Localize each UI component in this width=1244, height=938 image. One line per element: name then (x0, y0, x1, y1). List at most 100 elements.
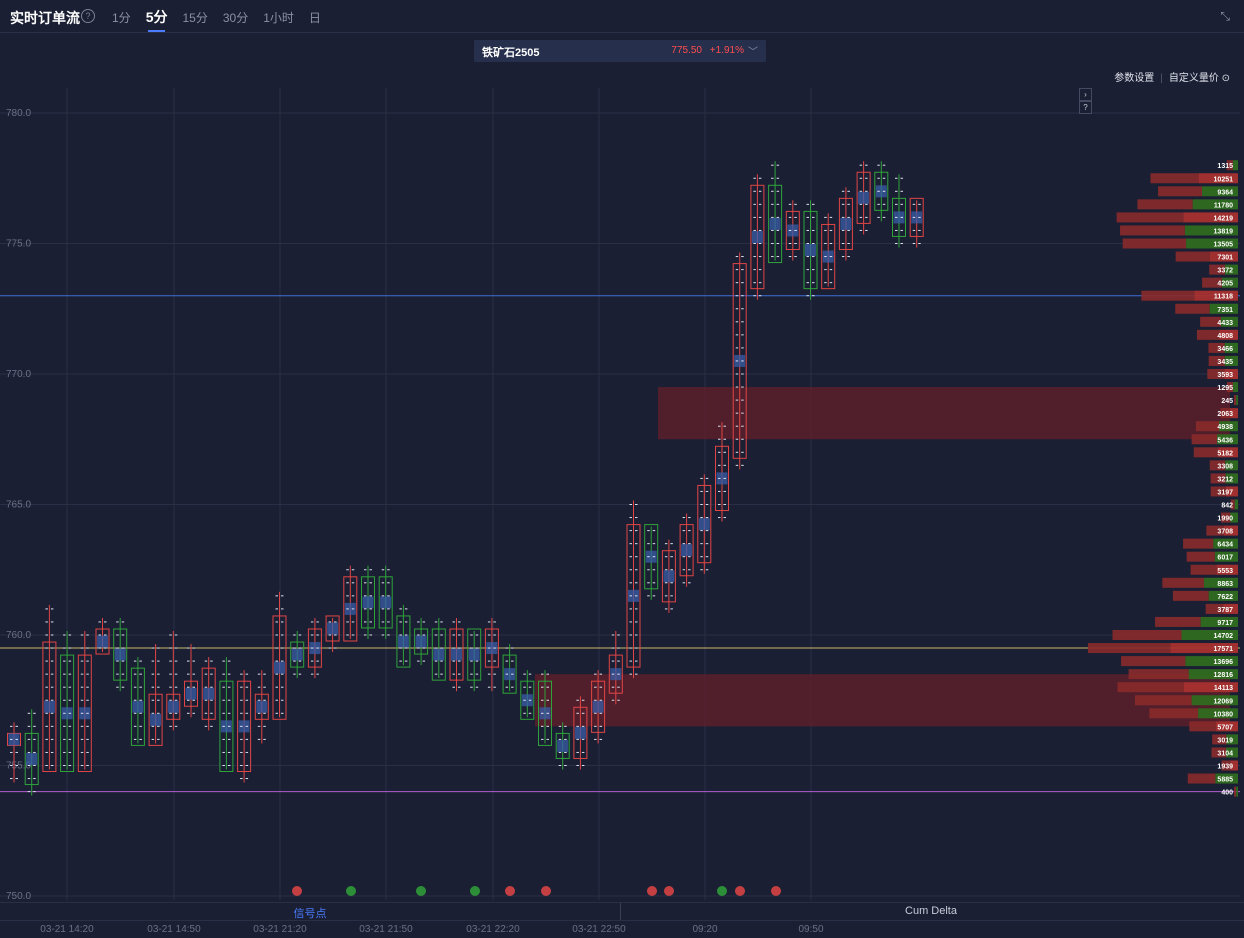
tab-day[interactable]: 日 (308, 11, 321, 25)
collapse-icon[interactable]: ⤡ (1220, 9, 1230, 23)
volume-label: 3466 (1217, 346, 1233, 353)
volume-bar-buy (1223, 525, 1238, 536)
candle-body (290, 641, 305, 668)
symbol-change: +1.91% (709, 45, 744, 56)
candle (272, 591, 287, 720)
volume-bar-sell (1196, 329, 1220, 340)
candle-body (307, 628, 322, 668)
volume-bar-buy (1225, 264, 1238, 275)
volume-label: 5553 (1217, 568, 1233, 575)
volume-bar-buy (1186, 238, 1238, 249)
tab-5min[interactable]: 5分 (145, 9, 168, 32)
volume-bar-sell (1209, 264, 1226, 275)
candle-body (838, 197, 853, 251)
volume-label: 13696 (1214, 659, 1234, 666)
volume-label: 4808 (1217, 333, 1233, 340)
candle (909, 197, 924, 248)
candle-poc (769, 217, 781, 230)
candle-poc (911, 211, 923, 224)
volume-label: 3212 (1217, 476, 1233, 483)
candle-poc (645, 550, 657, 563)
volume-bar-sell (1117, 682, 1184, 693)
chart-help-icon[interactable]: ? (1079, 101, 1092, 114)
candle-body (396, 615, 411, 668)
volume-label: 5707 (1217, 724, 1233, 731)
candle-poc (858, 191, 870, 204)
volume-label: 4205 (1217, 281, 1233, 288)
x-tick-label: 03-21 14:50 (147, 924, 201, 935)
candle (874, 161, 889, 222)
candle (661, 539, 676, 613)
volume-bar-sell (1206, 525, 1224, 536)
candle-poc (291, 648, 303, 661)
candle-poc (114, 648, 126, 661)
volume-bar-buy (1226, 747, 1238, 758)
volume-bar-buy (1185, 656, 1238, 667)
candle-poc (734, 354, 746, 367)
candle (502, 644, 517, 694)
volume-bar-buy (1183, 212, 1238, 223)
page-title: 实时订单流 (10, 10, 80, 26)
volume-bar-buy (1233, 382, 1238, 393)
candle-poc (486, 642, 498, 655)
candle-body (361, 576, 375, 629)
volume-label: 14702 (1214, 633, 1234, 640)
candle-body (467, 628, 482, 681)
volume-bar-sell (1141, 290, 1195, 301)
candle-body (874, 171, 889, 211)
candle-body (768, 184, 783, 264)
settings-gear-icon[interactable]: ⊙ (1221, 73, 1230, 84)
candle-body (484, 628, 499, 668)
candle (608, 631, 623, 705)
x-tick-label: 03-21 22:50 (572, 924, 626, 935)
help-icon[interactable]: ? (81, 9, 95, 23)
volume-bar-buy (1225, 473, 1238, 484)
volume-label: 14219 (1214, 215, 1234, 222)
x-tick-label: 03-21 21:20 (253, 924, 307, 935)
candle-body (60, 654, 75, 772)
candle (715, 422, 729, 522)
volume-bar-buy (1230, 512, 1238, 523)
symbol-selector[interactable]: 铁矿石2505 775.50 +1.91% ﹀ (474, 40, 766, 62)
candle-poc (716, 472, 728, 485)
candle (467, 628, 482, 692)
tab-signal-points[interactable]: 信号点 (293, 908, 327, 920)
tab-30min[interactable]: 30分 (222, 11, 249, 25)
volume-label: 3593 (1217, 372, 1233, 379)
candle-body (555, 732, 570, 759)
tab-15min[interactable]: 15分 (182, 11, 208, 25)
symbol-name: 铁矿石2505 (482, 47, 540, 59)
expand-panel-icon[interactable]: › (1079, 88, 1092, 101)
volume-bar-buy (1224, 369, 1238, 379)
volume-bar-buy (1214, 551, 1238, 562)
params-settings-link[interactable]: 参数设置 (1114, 73, 1155, 84)
volume-label: 8863 (1217, 581, 1233, 588)
volume-bar-buy (1234, 499, 1238, 510)
volume-label: 1315 (1217, 163, 1233, 170)
volume-label: 3372 (1217, 268, 1233, 275)
candle-poc (468, 648, 480, 661)
tab-1min[interactable]: 1分 (112, 11, 131, 25)
imbalance-zone (658, 387, 1230, 440)
volume-bar-buy (1230, 408, 1238, 419)
candle-body (591, 680, 606, 733)
candle-body (644, 524, 659, 590)
tab-cum-delta[interactable]: Cum Delta (620, 903, 1241, 920)
volume-label: 3019 (1217, 737, 1233, 744)
candle (538, 670, 552, 746)
tab-1hour[interactable]: 1小时 (263, 11, 294, 25)
candle-poc (415, 635, 427, 648)
volume-bar-buy (1202, 186, 1238, 197)
candle (378, 565, 393, 639)
volume-label: 3708 (1217, 529, 1233, 536)
volume-bar-buy (1223, 603, 1238, 614)
x-tick-label: 09:50 (798, 924, 823, 935)
candle (7, 722, 21, 783)
custom-volume-price-link[interactable]: 自定义量价 (1168, 73, 1219, 84)
timeframe-tabs: 1分 5分 15分 30分 1小时 日 (112, 9, 336, 32)
volume-bar-sell (1121, 656, 1186, 667)
candle-poc (521, 694, 533, 707)
candle (591, 670, 606, 744)
candle-poc (628, 589, 639, 602)
